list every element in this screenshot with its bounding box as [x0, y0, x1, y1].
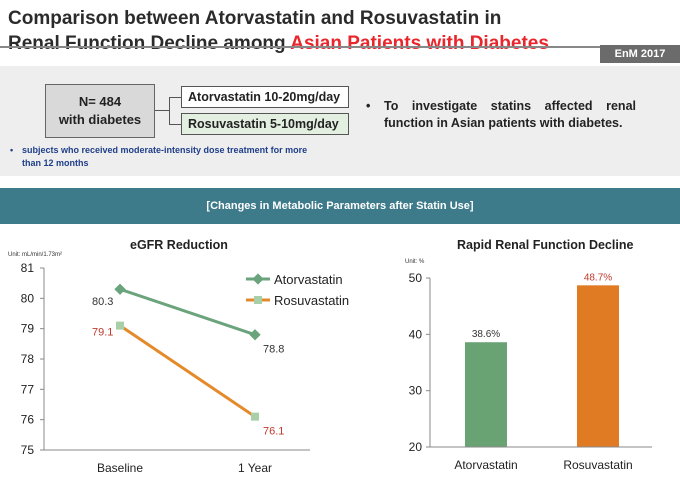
- title-line-2-accent: Asian Patients with Diabetes: [290, 33, 549, 54]
- note-text: subjects who received moderate-intensity…: [22, 145, 308, 168]
- line-chart-y-tick-label: 81: [21, 261, 35, 275]
- line-chart-y-tick-label: 77: [21, 382, 35, 396]
- page-title: Comparison between Atorvastatin and Rosu…: [8, 6, 549, 56]
- section-title: [Changes in Metabolic Parameters after S…: [0, 188, 680, 224]
- line-point-rosuvastatin: [116, 321, 124, 330]
- legend-label-rosuvastatin: Rosuvastatin: [274, 293, 349, 308]
- bar-chart-bars: 38.6% 48.7%: [465, 272, 619, 447]
- bar-chart-title: Rapid Renal Function Decline: [457, 238, 634, 252]
- bar-atorvastatin: [465, 342, 507, 447]
- connector-vertical: [169, 97, 170, 124]
- objective: • To investigate statins affected renal …: [366, 98, 636, 132]
- title-line-2-prefix: Renal Function Decline among: [8, 33, 291, 54]
- objective-bullet: •: [366, 99, 371, 113]
- bar-chart-unit: Unit: %: [405, 259, 425, 265]
- line-chart-y-tick-label: 80: [21, 291, 35, 305]
- bar-chart-y-tick-label: 30: [409, 384, 423, 398]
- population-count: N= 484: [78, 94, 122, 109]
- line-chart-unit: Unit: mL/min/1.73m²: [8, 252, 63, 258]
- bar-chart-y-tick-label: 20: [409, 440, 423, 454]
- note-bullet: •: [10, 145, 14, 155]
- population-box: N= 484 with diabetes: [45, 84, 155, 138]
- bar-chart-x-tick-label: Rosuvastatin: [563, 458, 632, 472]
- journal-badge: EnM 2017: [600, 45, 680, 63]
- line-data-label: 79.1: [92, 327, 113, 339]
- bar-chart-y-axis: 20 30 40 50: [409, 271, 431, 454]
- objective-text: To investigate statins affected renal fu…: [384, 99, 636, 130]
- line-point-atorvastatin: [249, 329, 261, 341]
- line-series-rosuvastatin: [119, 324, 256, 418]
- connector-horizontal: [155, 110, 169, 111]
- population-desc: with diabetes: [58, 112, 142, 127]
- line-chart-y-tick-label: 79: [21, 322, 35, 336]
- line-point-atorvastatin: [114, 283, 126, 295]
- title-line-2: Renal Function Decline among Asian Patie…: [8, 31, 549, 56]
- line-chart-title: eGFR Reduction: [130, 238, 228, 252]
- bar-data-label: 38.6%: [472, 329, 500, 340]
- line-chart-x-axis: Baseline 1 Year: [44, 449, 310, 475]
- connector-arm2: [169, 124, 181, 125]
- line-chart: 75 76 77 78 79 80 81 Baseline 1 Year 80.3 78.8 79…: [21, 261, 350, 475]
- title-line-1: Comparison between Atorvastatin and Rosu…: [8, 8, 502, 29]
- legend-label-atorvastatin: Atorvastatin: [274, 272, 343, 287]
- connector-arm1: [169, 97, 181, 98]
- line-chart-x-tick-label: Baseline: [97, 461, 143, 475]
- bar-chart-y-tick-label: 50: [409, 271, 423, 285]
- line-point-rosuvastatin: [251, 412, 259, 421]
- legend-marker-rosuvastatin: [254, 296, 262, 304]
- line-chart-legend: Atorvastatin Rosuvastatin: [246, 272, 349, 308]
- line-data-label: 80.3: [92, 296, 113, 308]
- legend-marker-atorvastatin: [252, 273, 264, 285]
- line-data-label: 76.1: [263, 426, 284, 438]
- header-divider: [0, 46, 600, 48]
- line-data-label: 78.8: [263, 344, 284, 356]
- arm-atorvastatin: Atorvastatin 10-20mg/day: [181, 86, 349, 108]
- bar-chart: 20 30 40 50 38.6% 48.7% Atorvastatin Rosuvast…: [409, 271, 652, 472]
- line-chart-x-tick-label: 1 Year: [238, 461, 272, 475]
- bar-rosuvastatin: [577, 285, 619, 447]
- arm-rosuvastatin: Rosuvastatin 5-10mg/day: [181, 113, 349, 135]
- line-chart-y-axis: 75 76 77 78 79 80 81: [21, 261, 45, 457]
- line-chart-y-tick-label: 75: [21, 443, 35, 457]
- bar-chart-y-tick-label: 40: [409, 327, 423, 341]
- line-chart-series: 80.3 78.8 79.1 76.1: [92, 283, 284, 438]
- line-series-atorvastatin: [119, 287, 256, 337]
- line-chart-y-tick-label: 76: [21, 413, 35, 427]
- inclusion-note: • subjects who received moderate-intensi…: [10, 144, 322, 170]
- bar-chart-x-axis: Atorvastatin Rosuvastatin: [430, 446, 652, 472]
- line-chart-y-tick-label: 78: [21, 352, 35, 366]
- bar-chart-x-tick-label: Atorvastatin: [454, 458, 517, 472]
- bar-data-label: 48.7%: [584, 272, 612, 283]
